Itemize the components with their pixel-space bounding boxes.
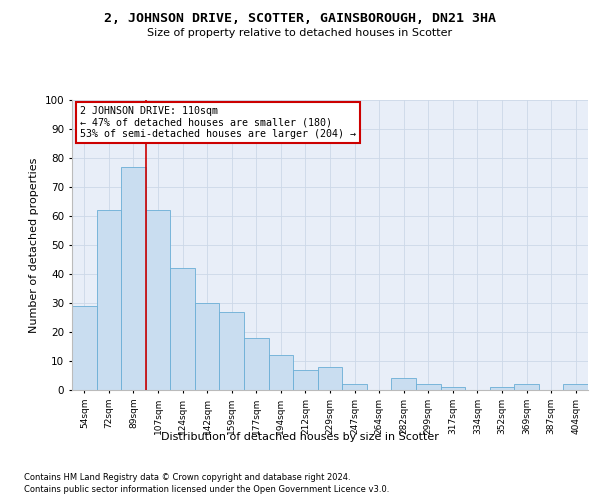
Bar (121, 166, 146, 390)
Bar (170, 268, 195, 390)
Bar (391, 378, 416, 390)
Bar (72, 306, 97, 390)
Bar (220, 312, 244, 390)
Text: Distribution of detached houses by size in Scotter: Distribution of detached houses by size … (161, 432, 439, 442)
Bar (514, 384, 539, 390)
Bar (146, 210, 170, 390)
Text: 2, JOHNSON DRIVE, SCOTTER, GAINSBOROUGH, DN21 3HA: 2, JOHNSON DRIVE, SCOTTER, GAINSBOROUGH,… (104, 12, 496, 26)
Bar (490, 387, 514, 390)
Bar (318, 367, 342, 390)
Text: Contains HM Land Registry data © Crown copyright and database right 2024.: Contains HM Land Registry data © Crown c… (24, 472, 350, 482)
Text: Size of property relative to detached houses in Scotter: Size of property relative to detached ho… (148, 28, 452, 38)
Bar (269, 355, 293, 390)
Bar (440, 387, 465, 390)
Bar (195, 303, 220, 390)
Bar (97, 210, 121, 390)
Bar (244, 338, 269, 390)
Text: Contains public sector information licensed under the Open Government Licence v3: Contains public sector information licen… (24, 485, 389, 494)
Bar (342, 384, 367, 390)
Bar (563, 384, 588, 390)
Text: 2 JOHNSON DRIVE: 110sqm
← 47% of detached houses are smaller (180)
53% of semi-d: 2 JOHNSON DRIVE: 110sqm ← 47% of detache… (80, 106, 356, 139)
Y-axis label: Number of detached properties: Number of detached properties (29, 158, 39, 332)
Bar (293, 370, 318, 390)
Bar (416, 384, 440, 390)
